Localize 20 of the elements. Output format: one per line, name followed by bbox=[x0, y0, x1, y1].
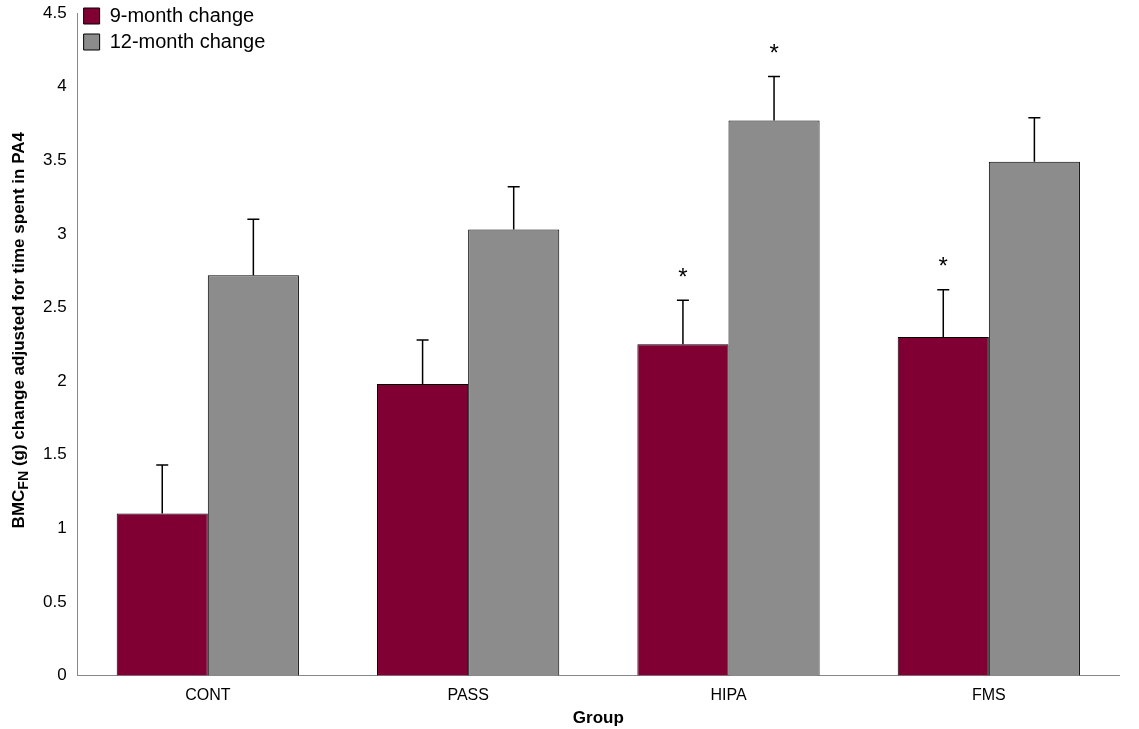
y-tick-label: 2.5 bbox=[42, 297, 67, 317]
y-tick-label: 0 bbox=[57, 665, 67, 685]
annotation: * bbox=[938, 252, 948, 280]
y-tick-label: 3 bbox=[57, 223, 67, 243]
x-tick-label: PASS bbox=[447, 686, 489, 704]
annotation: * bbox=[678, 262, 688, 290]
y-tick-label: 0.5 bbox=[42, 591, 67, 611]
x-tick-label: FMS bbox=[971, 686, 1006, 704]
x-axis-title: Group bbox=[572, 708, 624, 728]
y-tick-label: 1 bbox=[57, 517, 67, 537]
legend-label: 12-month change bbox=[109, 29, 266, 52]
y-tick-label: 3.5 bbox=[42, 150, 67, 170]
legend-label: 9-month change bbox=[109, 3, 255, 26]
x-tick-label: CONT bbox=[185, 686, 231, 704]
annotation: * bbox=[769, 39, 779, 67]
y-tick-label: 4.5 bbox=[42, 2, 67, 22]
y-tick-label: 1.5 bbox=[42, 444, 67, 464]
y-tick-label: 4 bbox=[57, 76, 67, 96]
y-tick-label: 2 bbox=[57, 370, 67, 390]
x-tick-label: HIPA bbox=[710, 686, 747, 704]
